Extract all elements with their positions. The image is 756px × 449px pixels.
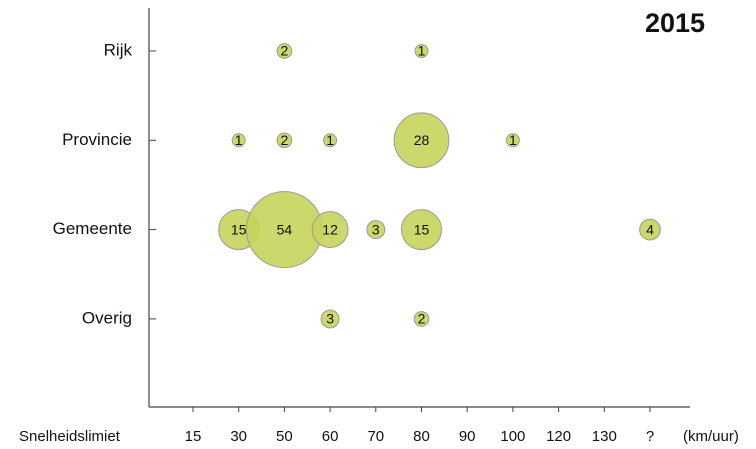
x-axis-label: Snelheidslimiet (19, 428, 121, 445)
x-tick-label: 80 (413, 428, 430, 445)
y-tick-label: Rijk (104, 40, 133, 59)
bubble-label: 4 (646, 221, 654, 237)
bubble-label: 1 (418, 43, 426, 59)
bubble (505, 133, 520, 148)
bubble-label: 2 (418, 311, 426, 327)
x-tick-label: 90 (459, 428, 476, 445)
bubble-label: 15 (231, 221, 247, 237)
bubble (393, 112, 450, 169)
x-tick-label: ? (646, 428, 654, 445)
y-tick-label: Overig (82, 308, 132, 327)
y-tick-label: Gemeente (53, 219, 132, 238)
bubble-label: 1 (326, 132, 334, 148)
x-tick-label: 70 (367, 428, 384, 445)
bubble (639, 218, 661, 241)
bubble (366, 220, 386, 240)
chart-title: 2015 (645, 8, 705, 38)
bubble-label: 3 (326, 311, 334, 327)
bubble-label: 3 (372, 221, 380, 237)
x-tick-label: 120 (546, 428, 571, 445)
bubble (320, 309, 340, 329)
bubble (231, 133, 246, 148)
x-axis-unit: (km/uur) (683, 428, 739, 445)
bubble (276, 132, 293, 149)
x-tick-label: 50 (276, 428, 293, 445)
x-tick-label: 60 (322, 428, 339, 445)
x-tick-label: 30 (230, 428, 247, 445)
x-tick-label: 100 (500, 428, 525, 445)
y-tick-label: Provincie (62, 130, 132, 149)
bubble-label: 1 (235, 132, 243, 148)
bubble (311, 211, 349, 249)
bubble-label: 28 (414, 132, 430, 148)
bubble-label: 54 (277, 221, 293, 237)
bubble (400, 209, 443, 251)
bubble-label: 15 (414, 221, 430, 237)
bubble-label: 2 (281, 132, 289, 148)
bubble (276, 43, 293, 59)
x-tick-label: 130 (592, 428, 617, 445)
bubble (413, 311, 430, 327)
bubble-label: 1 (509, 132, 517, 148)
bubble (323, 133, 338, 148)
bubble (414, 44, 429, 58)
bubble-label: 12 (322, 221, 338, 237)
bubble-label: 2 (281, 43, 289, 59)
x-tick-label: 15 (185, 428, 202, 445)
